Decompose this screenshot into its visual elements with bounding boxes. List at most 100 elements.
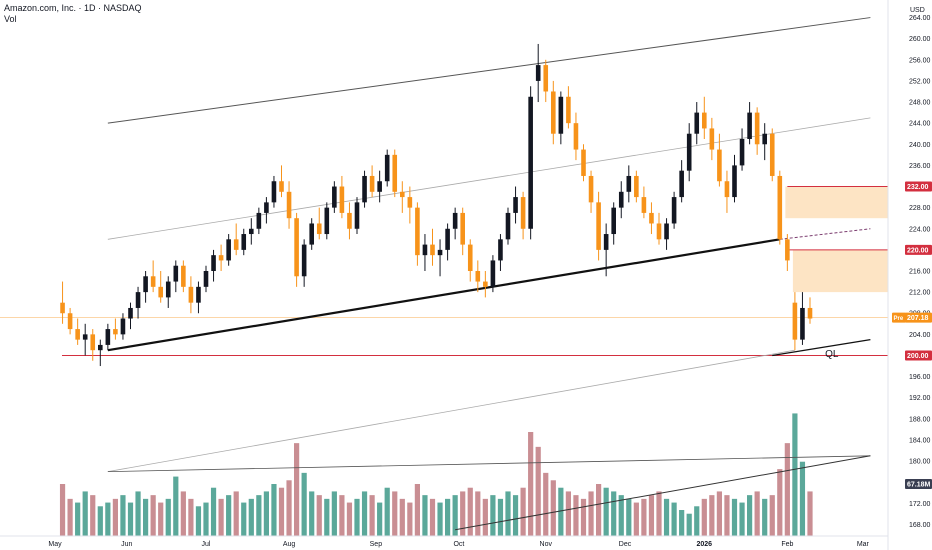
channel-upper-line — [107, 17, 871, 124]
candle-body — [498, 239, 503, 261]
candle-body — [188, 286, 194, 303]
volume-bar — [369, 495, 375, 536]
candle-body — [452, 212, 458, 229]
volume-bar — [580, 498, 587, 536]
pre-market-price-box — [905, 312, 932, 323]
volume-value-label: 67.18M — [907, 482, 931, 489]
candle-body — [301, 244, 307, 277]
pre-market-prefix: Pre — [894, 316, 904, 322]
volume-bar — [437, 502, 443, 536]
candle-body — [513, 197, 518, 213]
candle-body — [128, 307, 133, 319]
candle-body — [271, 181, 277, 203]
volume-bar — [256, 495, 262, 536]
volume-bar — [701, 498, 707, 536]
candle-body — [490, 260, 496, 287]
volume-bar — [512, 495, 519, 536]
volume-bar — [490, 495, 496, 536]
volume-bar — [429, 498, 436, 536]
candle-body — [90, 334, 96, 351]
price-tag-box — [905, 350, 932, 361]
candle-body — [551, 91, 556, 134]
volume-bar — [762, 498, 768, 536]
candle-body — [649, 212, 654, 224]
candle-body — [769, 133, 775, 176]
candle-body — [316, 223, 322, 235]
candle-body — [211, 255, 216, 271]
candle-body — [264, 202, 269, 213]
price-tick-label: 260.00 — [909, 36, 931, 43]
candle-body — [113, 329, 118, 335]
candle-body — [611, 207, 616, 235]
candle-body — [226, 239, 231, 261]
price-tick-label: 252.00 — [909, 78, 931, 85]
candle-body — [407, 197, 413, 208]
supply-zone-1 — [792, 249, 888, 293]
volume-bar — [807, 491, 813, 536]
candle-body — [233, 239, 239, 250]
candle-body — [656, 223, 662, 240]
candle-body — [173, 265, 179, 282]
pre-market-price-label: 207.18 — [907, 315, 929, 322]
candle-body — [143, 276, 148, 293]
volume-bar — [263, 491, 269, 536]
candle-body — [120, 318, 126, 335]
candle-body — [709, 128, 715, 150]
volume-bar — [475, 491, 481, 536]
volume-bar — [339, 495, 345, 536]
volume-bar — [497, 498, 504, 536]
candle-body — [528, 96, 533, 229]
candle-body — [475, 271, 481, 282]
volume-bar — [67, 498, 73, 536]
volume-bar — [127, 502, 134, 536]
candle-body — [437, 249, 443, 256]
volume-bar — [663, 498, 670, 536]
volume-bar — [618, 495, 624, 536]
candle-body — [754, 112, 760, 145]
candle-body — [75, 329, 80, 340]
candle-body — [165, 281, 171, 298]
volume-bar — [392, 491, 398, 536]
volume-bar — [233, 491, 239, 536]
volume-bar — [188, 498, 194, 536]
candle-body — [626, 175, 632, 192]
volume-bar — [120, 495, 126, 536]
time-tick-label: 2026 — [697, 541, 713, 548]
volume-bar — [143, 498, 149, 536]
volume-bar — [626, 498, 632, 536]
candle-body — [392, 154, 398, 192]
price-tick-label: 224.00 — [909, 226, 931, 233]
volume-trend-line-upper — [107, 455, 871, 473]
candle-body — [596, 202, 601, 250]
volume-bar — [565, 491, 571, 536]
candle-body — [158, 286, 163, 298]
price-tick-label: 196.00 — [909, 374, 931, 381]
volume-bar — [165, 498, 171, 536]
candle-body — [641, 197, 647, 213]
candle-body — [135, 292, 141, 308]
volume-bar — [716, 491, 722, 536]
volume-bar — [384, 487, 390, 536]
volume-bar — [278, 487, 285, 536]
zones-layer — [785, 186, 888, 293]
candle-body — [384, 154, 390, 182]
candle-body — [422, 244, 428, 256]
candle-body — [785, 239, 790, 261]
volume-bar — [656, 491, 662, 536]
volume-bar — [535, 446, 541, 536]
volume-bar — [135, 491, 141, 536]
volume-bar — [792, 413, 798, 536]
candle-body — [581, 149, 586, 176]
candle-body — [332, 186, 337, 208]
volume-bar — [150, 495, 156, 536]
volume-bar — [648, 495, 655, 536]
volume-bar — [739, 502, 745, 536]
candle-body — [241, 234, 247, 250]
volume-bar — [482, 498, 488, 536]
time-axis: MayJunJulAugSepOctNovDec2026FebMarApr — [0, 535, 888, 548]
volume-bar — [226, 495, 232, 536]
time-tick-label: Jul — [202, 541, 211, 548]
candle-body — [618, 191, 624, 208]
volume-bar — [82, 491, 88, 536]
